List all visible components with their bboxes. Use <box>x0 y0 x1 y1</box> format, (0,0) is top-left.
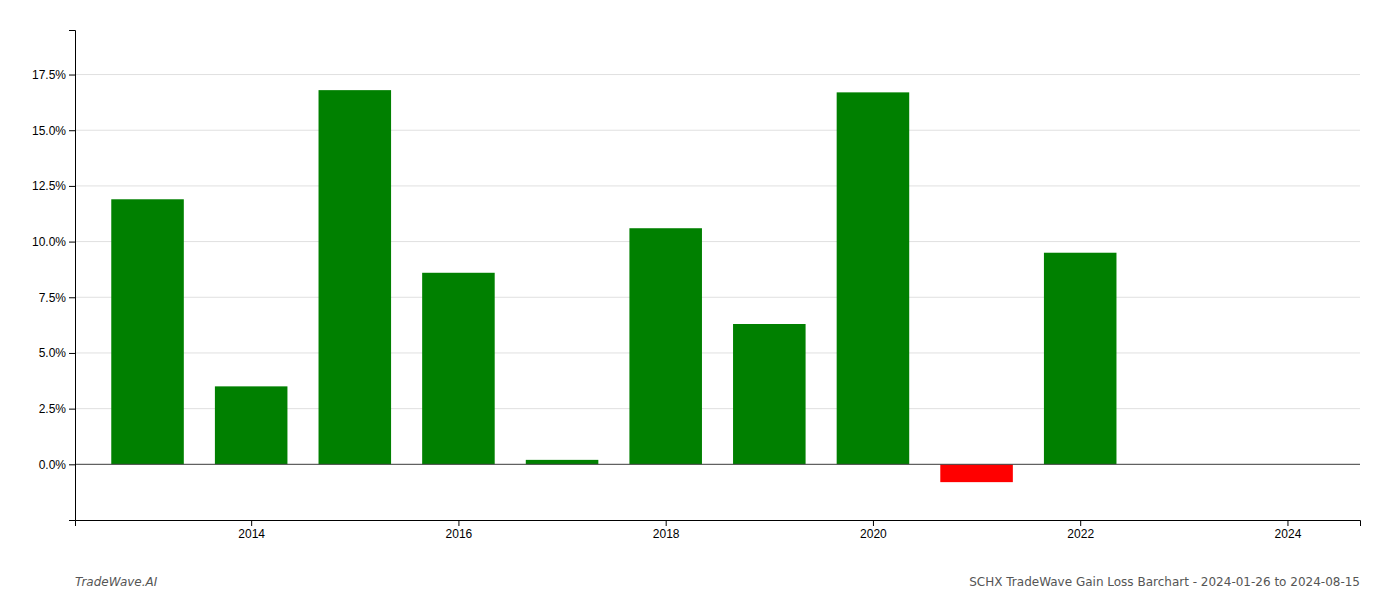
bars <box>75 90 1360 482</box>
grid <box>75 75 1360 465</box>
grid-line <box>75 464 1360 465</box>
tick-label: 0.0% <box>39 458 67 472</box>
tick-mark <box>1080 520 1081 526</box>
tick-mark <box>69 464 75 465</box>
footer-left: TradeWave.AI <box>75 575 158 589</box>
bar <box>111 199 184 464</box>
tick: 0.0% <box>39 458 75 472</box>
tick-label: 2016 <box>446 527 473 541</box>
tick: 2020 <box>860 520 887 541</box>
tick: 7.5% <box>39 291 75 305</box>
bar <box>422 273 495 465</box>
tick-mark <box>69 242 75 243</box>
grid-line <box>75 241 1360 242</box>
grid-line <box>75 185 1360 186</box>
grid-line <box>75 130 1360 131</box>
bar <box>319 90 392 464</box>
bar <box>629 228 702 464</box>
axis-line <box>76 521 1361 527</box>
tick-mark <box>69 297 75 298</box>
tick-mark <box>69 353 75 354</box>
tick: 12.5% <box>32 179 75 193</box>
tick-label: 2014 <box>238 527 265 541</box>
y-axis: 0.0% 2.5% 5.0% 7.5% 10.0% 12.5% 15.0% 17.5% <box>32 31 76 521</box>
tick-mark <box>666 520 667 526</box>
tick: 2018 <box>653 520 680 541</box>
bar <box>526 460 599 464</box>
bar <box>215 386 288 464</box>
tick: 2024 <box>1275 520 1302 541</box>
tick: 17.5% <box>32 68 75 82</box>
tick: 5.0% <box>39 346 75 360</box>
grid-line <box>75 352 1360 353</box>
tick-label: 17.5% <box>32 68 66 82</box>
tick: 10.0% <box>32 235 75 249</box>
baseline <box>75 464 1360 465</box>
tick-label: 2.5% <box>39 402 67 416</box>
footer-right: SCHX TradeWave Gain Loss Barchart - 2024… <box>969 575 1360 589</box>
bar <box>940 464 1013 482</box>
grid-line <box>75 74 1360 75</box>
tick-label: 2018 <box>653 527 680 541</box>
tick-mark <box>69 75 75 76</box>
tick-label: 15.0% <box>32 124 66 138</box>
tick-mark <box>1287 520 1288 526</box>
tick-mark <box>69 130 75 131</box>
tick-mark <box>873 520 874 526</box>
x-axis: 2014 2016 2018 2020 2022 2024 <box>76 520 1361 541</box>
bar <box>733 324 806 464</box>
tick-label: 12.5% <box>32 179 66 193</box>
tick: 15.0% <box>32 124 75 138</box>
plot: 0.0% 2.5% 5.0% 7.5% 10.0% 12.5% 15.0% 17.5% 2014… <box>32 31 1361 541</box>
grid-line <box>75 297 1360 298</box>
bar <box>1044 253 1117 465</box>
tick-label: 2022 <box>1067 527 1094 541</box>
tick-label: 7.5% <box>39 291 67 305</box>
axis-line <box>69 31 76 521</box>
bar <box>837 92 910 464</box>
tick-mark <box>69 186 75 187</box>
tick-label: 5.0% <box>39 346 67 360</box>
tick: 2014 <box>238 520 265 541</box>
tick-mark <box>251 520 252 526</box>
tick: 2022 <box>1067 520 1094 541</box>
tick-label: 2020 <box>860 527 887 541</box>
tick-label: 2024 <box>1275 527 1302 541</box>
tick-label: 10.0% <box>32 235 66 249</box>
chart: 0.0% 2.5% 5.0% 7.5% 10.0% 12.5% 15.0% 17.5% 2014… <box>0 0 1400 600</box>
tick-mark <box>458 520 459 526</box>
tick-mark <box>69 409 75 410</box>
tick: 2.5% <box>39 402 75 416</box>
tick: 2016 <box>446 520 473 541</box>
